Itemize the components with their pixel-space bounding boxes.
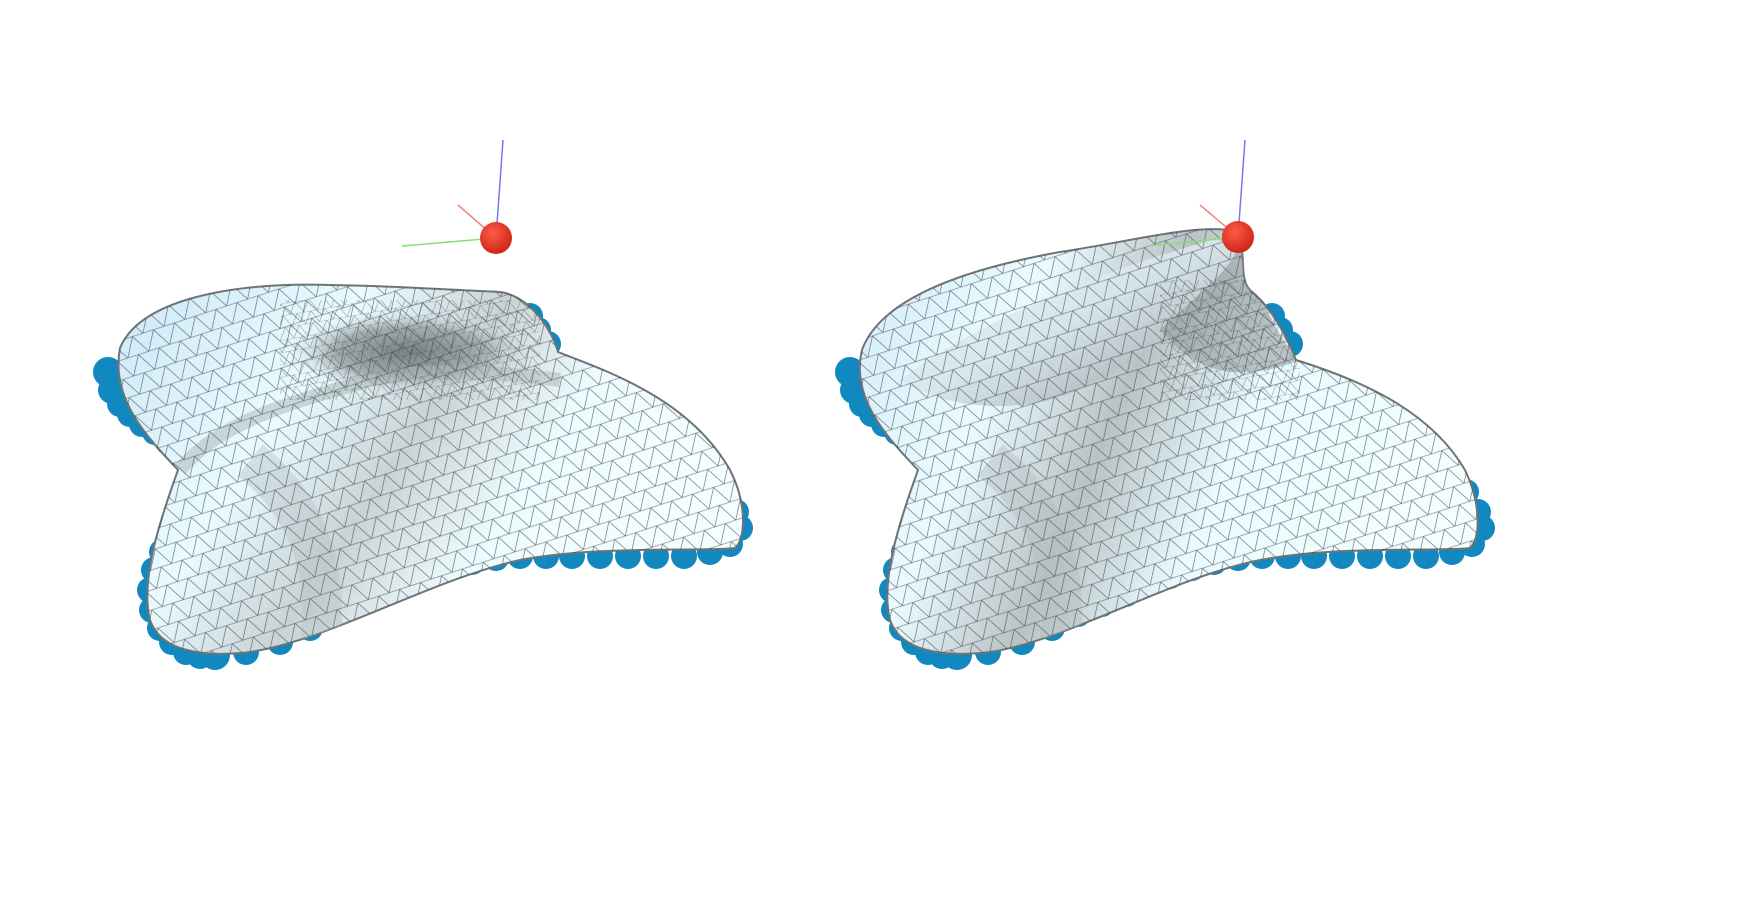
axis-z-icon bbox=[1237, 139, 1246, 238]
left-render bbox=[93, 139, 753, 670]
right-render bbox=[835, 139, 1495, 670]
red-sphere-handle-icon[interactable] bbox=[1222, 221, 1254, 253]
left-surface bbox=[117, 283, 744, 655]
left-handle[interactable] bbox=[401, 139, 512, 254]
right-surface bbox=[858, 228, 1479, 655]
axis-z-icon bbox=[495, 139, 504, 239]
red-sphere-handle-icon[interactable] bbox=[480, 222, 512, 254]
right-handle[interactable] bbox=[1147, 139, 1254, 253]
